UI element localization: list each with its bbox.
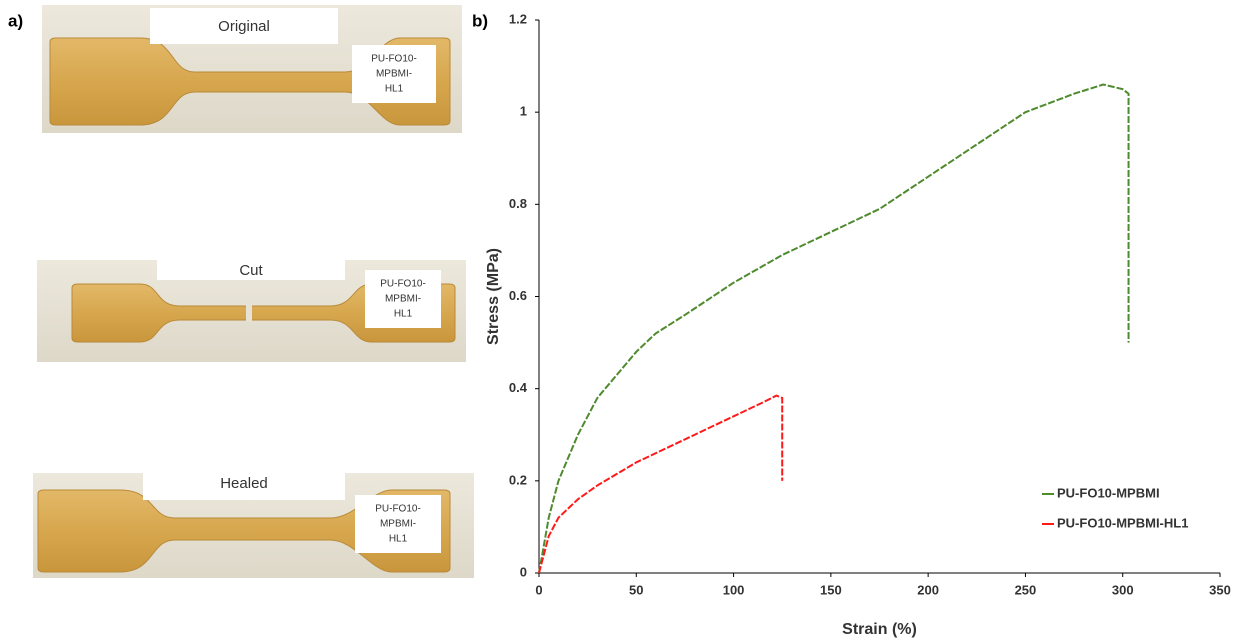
sample-label: MPBMI- xyxy=(376,69,412,80)
sample-label: PU-FO10- xyxy=(375,504,421,515)
x-tick-label: 50 xyxy=(629,582,643,597)
label-box xyxy=(157,260,345,280)
y-tick-label: 1 xyxy=(520,104,527,119)
label-box xyxy=(143,466,345,500)
photo-label: Original xyxy=(218,18,270,35)
photo-label: Healed xyxy=(220,475,268,492)
x-axis-title: Strain (%) xyxy=(842,621,917,638)
x-tick-label: 250 xyxy=(1015,582,1037,597)
series-line xyxy=(538,394,784,574)
specimen xyxy=(49,37,451,126)
x-tick-label: 100 xyxy=(723,582,745,597)
sample-box xyxy=(365,270,441,328)
x-tick-label: 0 xyxy=(535,582,542,597)
legend-label: PU-FO10-MPBMI xyxy=(1057,485,1160,500)
y-tick-label: 0.6 xyxy=(509,288,527,303)
specimen xyxy=(71,283,456,343)
sample-label: PU-FO10- xyxy=(371,54,417,65)
y-tick-label: 0.2 xyxy=(509,472,527,487)
y-tick-label: 0.8 xyxy=(509,196,527,211)
y-tick-label: 0.4 xyxy=(509,380,528,395)
legend-label: PU-FO10-MPBMI-HL1 xyxy=(1057,515,1188,530)
chart: 0 0.2 0.4 0.6 0.8 1 1.2 0 50 100 150 200 250 300 350 St… xyxy=(485,11,1231,638)
panel-label: b) xyxy=(472,11,488,30)
x-tick-label: 150 xyxy=(820,582,842,597)
cut-gap xyxy=(246,304,252,322)
x-tick-label: 200 xyxy=(917,582,939,597)
label-box xyxy=(150,8,338,44)
sample-box xyxy=(352,45,436,103)
x-tick-label: 350 xyxy=(1209,582,1231,597)
sample-label: HL1 xyxy=(394,309,413,320)
y-tick-label: 0 xyxy=(520,564,527,579)
sample-label: HL1 xyxy=(385,84,404,95)
sample-box xyxy=(355,495,441,553)
sample-label: MPBMI- xyxy=(385,294,421,305)
panel-label: a) xyxy=(8,11,23,30)
y-tick-label: 1.2 xyxy=(509,11,527,26)
photo-panel: Original PU-FO10- MPBMI- HL1 Cut PU-FO10- MPBM… xyxy=(33,5,474,578)
photo-label: Cut xyxy=(239,262,263,279)
sample-label: PU-FO10- xyxy=(380,279,426,290)
sample-label: MPBMI- xyxy=(380,519,416,530)
series-line xyxy=(538,83,1130,574)
sample-label: HL1 xyxy=(389,534,408,545)
y-axis-title: Stress (MPa) xyxy=(485,248,502,345)
x-tick-label: 300 xyxy=(1112,582,1134,597)
